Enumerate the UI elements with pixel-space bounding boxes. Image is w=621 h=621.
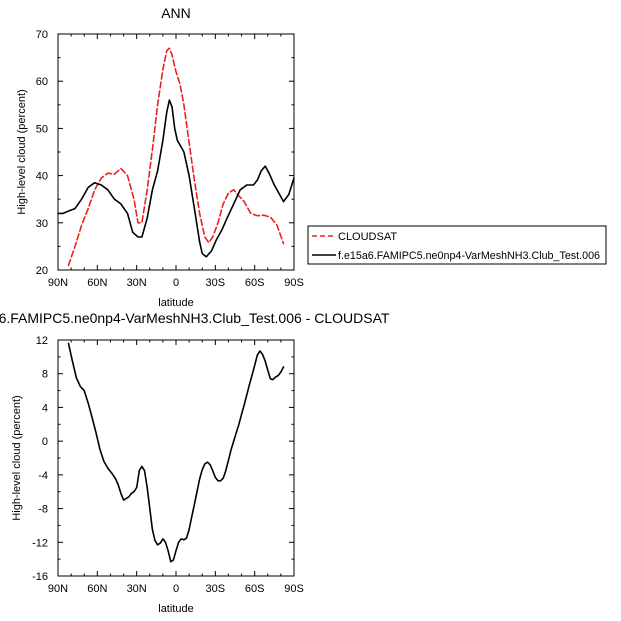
y-tick-label: 60 <box>36 76 48 88</box>
x-tick-label: 90N <box>48 583 68 595</box>
y-tick-label: 50 <box>36 123 48 135</box>
x-tick-label: 90S <box>284 583 304 595</box>
y-tick-label: 20 <box>36 265 48 277</box>
x-tick-label: 60N <box>87 277 107 289</box>
x-tick-label: 90S <box>284 277 304 289</box>
y-tick-label: 8 <box>42 369 48 381</box>
panel-title: 6.FAMIPC5.ne0np4-VarMeshNH3.Club_Test.00… <box>0 310 390 326</box>
y-axis-label: High-level cloud (percent) <box>11 395 23 520</box>
x-tick-label: 0 <box>173 583 179 595</box>
y-tick-label: 40 <box>36 171 48 183</box>
x-tick-label: 60S <box>245 277 265 289</box>
series-line-difference <box>67 342 285 563</box>
y-tick-label: 0 <box>42 436 48 448</box>
legend-label-model: f.e15a6.FAMIPC5.ne0np4-VarMeshNH3.Club_T… <box>338 250 600 262</box>
plot-area: 90N 60N 30N 0 30S 60S 90S 20 30 40 50 60 70 <box>36 29 304 289</box>
series-line-cloudsat <box>67 47 285 267</box>
legend-label-cloudsat: CLOUDSAT <box>338 231 397 243</box>
y-tick-label: -16 <box>32 571 48 583</box>
zonal-mean-panel: ANN 90N 60N 30N 0 30S 60S 90S 20 30 40 50 60 70 lati… <box>16 5 607 309</box>
panel-title: ANN <box>161 5 191 21</box>
series-line-model <box>57 99 295 258</box>
x-tick-label: 60N <box>87 583 107 595</box>
x-tick-label: 60S <box>245 583 265 595</box>
plot-area: 90N 60N 30N 0 30S 60S 90S -16 -12 -8 -4 0 4 8 12 <box>32 335 304 595</box>
difference-panel: 6.FAMIPC5.ne0np4-VarMeshNH3.Club_Test.00… <box>0 310 390 615</box>
y-tick-label: 12 <box>36 335 48 347</box>
x-tick-label: 90N <box>48 277 68 289</box>
x-tick-label: 30N <box>127 583 147 595</box>
plot-frame <box>57 339 295 577</box>
x-tick-label: 30S <box>206 583 226 595</box>
y-axis-label: High-level cloud (percent) <box>16 89 28 214</box>
y-tick-label: -4 <box>38 470 48 482</box>
x-axis-label: latitude <box>158 603 193 615</box>
y-tick-label: -12 <box>32 537 48 549</box>
y-tick-label: -8 <box>38 504 48 516</box>
x-tick-label: 30S <box>206 277 226 289</box>
legend-entry-model: f.e15a6.FAMIPC5.ne0np4-VarMeshNH3.Club_T… <box>312 250 600 262</box>
y-tick-label: 70 <box>36 29 48 41</box>
legend-box <box>307 225 607 265</box>
legend-entry-cloudsat: CLOUDSAT <box>312 231 397 243</box>
x-axis-label: latitude <box>158 297 193 309</box>
y-tick-label: 30 <box>36 218 48 230</box>
x-tick-label: 30N <box>127 277 147 289</box>
x-tick-label: 0 <box>173 277 179 289</box>
y-tick-label: 4 <box>42 402 48 414</box>
legend: CLOUDSAT f.e15a6.FAMIPC5.ne0np4-VarMeshN… <box>307 225 607 265</box>
